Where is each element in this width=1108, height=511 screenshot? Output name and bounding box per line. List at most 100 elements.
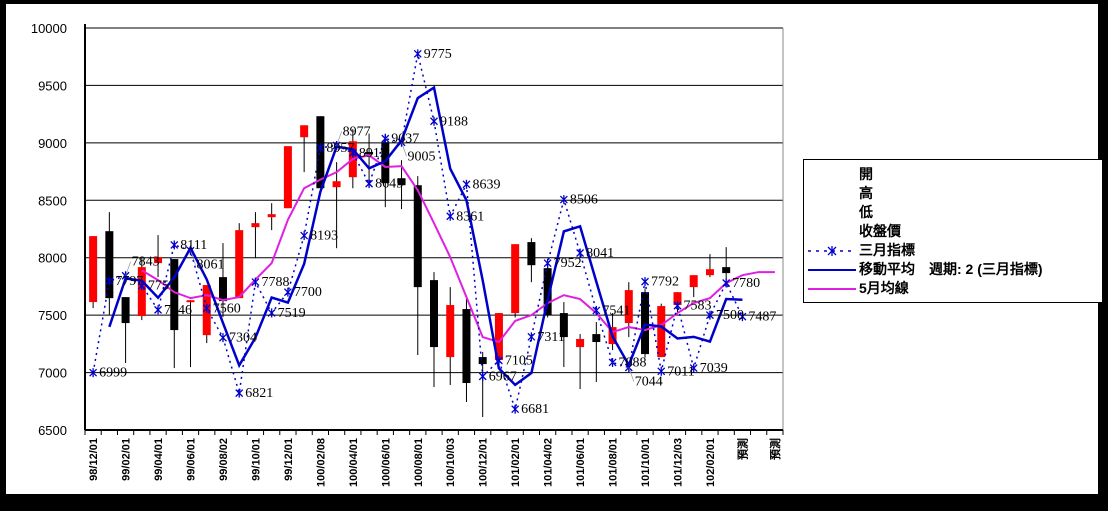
data-label: 7039 (700, 361, 728, 376)
x-tick-label: 99/12/01 (283, 438, 295, 481)
asterisk-marker (462, 179, 471, 189)
x-tick-label: 101/08/01 (608, 438, 620, 487)
candle-down (462, 309, 471, 384)
asterisk-marker (592, 305, 601, 315)
x-tick-label: 99/10/01 (250, 438, 262, 481)
candle-up (267, 214, 276, 218)
data-label: 7788 (261, 275, 289, 290)
legend-label: 三月指標 (859, 242, 915, 258)
x-tick-label: 99/06/01 (186, 438, 198, 481)
data-label: 8061 (197, 258, 225, 273)
asterisk-marker (365, 179, 374, 189)
data-label: 8957 (326, 141, 354, 156)
x-tick-label: 101/04/02 (543, 438, 555, 487)
asterisk-marker (738, 312, 747, 322)
leader-line (125, 261, 131, 276)
x-tick-label: 101/02/01 (510, 438, 522, 487)
y-tick-label: 8000 (38, 251, 67, 266)
data-label: 7560 (213, 301, 241, 316)
legend-label: 收盤價 (859, 223, 901, 239)
leader-lines (125, 131, 635, 382)
legend-label: 5月均線 (859, 280, 909, 296)
x-tick-label: 100/08/01 (413, 438, 425, 487)
legend-label: 開 (859, 166, 873, 182)
candle-up (251, 223, 260, 228)
data-label: 7792 (651, 275, 679, 290)
data-label: 7088 (619, 355, 647, 370)
data-label: 7304 (229, 331, 257, 346)
leader-line (336, 131, 342, 146)
asterisk-marker (283, 287, 292, 297)
data-label: 7044 (635, 375, 663, 390)
asterisk-marker (722, 278, 731, 288)
candle-down (527, 242, 536, 266)
asterisk-marker (235, 388, 244, 398)
data-label: 7843 (132, 255, 160, 270)
candle-up (137, 267, 146, 317)
candle-up (446, 305, 455, 358)
data-label: 6999 (99, 366, 127, 381)
data-label: 7583 (683, 299, 711, 314)
asterisk-marker (267, 308, 276, 318)
x-tick-label: 100/02/08 (315, 438, 327, 487)
candle-down (543, 268, 552, 316)
data-label: 7757 (148, 279, 176, 294)
data-label: 8977 (343, 124, 371, 139)
candle-up (89, 236, 98, 303)
y-tick-label: 7000 (38, 366, 67, 381)
x-tick-label: 99/04/01 (153, 438, 165, 481)
data-label: 9775 (424, 47, 452, 62)
candle-up (186, 300, 195, 303)
dotted-asterisk-line-icon (808, 246, 856, 256)
data-label: 6967 (489, 369, 517, 384)
y-tick-label: 9500 (38, 78, 67, 93)
three-month-indicator-line (92, 53, 744, 413)
data-label: 7797 (115, 274, 143, 289)
data-label: 7500 (716, 308, 744, 323)
candle-down (478, 357, 487, 365)
candle-down (170, 259, 179, 331)
x-tick-label: 101/10/01 (640, 438, 652, 487)
asterisk-marker (559, 195, 568, 205)
asterisk-marker (154, 305, 163, 315)
candle-up (689, 275, 698, 288)
asterisk-marker (316, 143, 325, 153)
candle-up (576, 339, 585, 348)
asterisk-marker (576, 248, 585, 258)
asterisk-marker (705, 310, 714, 320)
candle-down (592, 334, 601, 343)
data-label: 8912 (359, 146, 387, 161)
legend: 開 高 低 收盤價 三月指標 移動平均 週期: 2 (三月指標) 5月均線 (803, 159, 1103, 303)
asterisk-marker (300, 231, 309, 241)
candle-down (413, 185, 422, 288)
asterisk-marker (608, 357, 617, 367)
data-label: 8506 (570, 193, 598, 208)
blue-line-icon (808, 269, 856, 271)
candle-up (235, 230, 244, 299)
data-label: 8639 (472, 177, 500, 192)
asterisk-marker (511, 404, 520, 414)
candle-up (300, 125, 309, 138)
candle-up (657, 306, 666, 358)
data-label: 7546 (164, 303, 192, 318)
asterisk-marker (494, 356, 503, 366)
y-tick-label: 10000 (31, 21, 67, 36)
data-label: 6681 (521, 402, 549, 417)
magenta-line-icon (808, 288, 856, 290)
candle-down (559, 313, 568, 338)
candle-down (381, 142, 390, 184)
legend-item-5-month-ma: 5月均線 (804, 279, 1102, 298)
moving-average-line (108, 85, 743, 387)
y-tick-label: 8500 (38, 193, 67, 208)
data-label: 8193 (310, 229, 338, 244)
asterisk-marker (446, 211, 455, 221)
asterisk-marker (689, 363, 698, 373)
candle-up (494, 313, 503, 361)
asterisk-marker (170, 240, 179, 250)
x-tick-label: 102/02/01 (705, 438, 717, 487)
asterisk-marker (137, 281, 146, 291)
candle-up (283, 146, 292, 209)
candle-down (121, 297, 130, 324)
x-tick-label: 100/06/01 (380, 438, 392, 487)
data-label: 8361 (456, 209, 484, 224)
